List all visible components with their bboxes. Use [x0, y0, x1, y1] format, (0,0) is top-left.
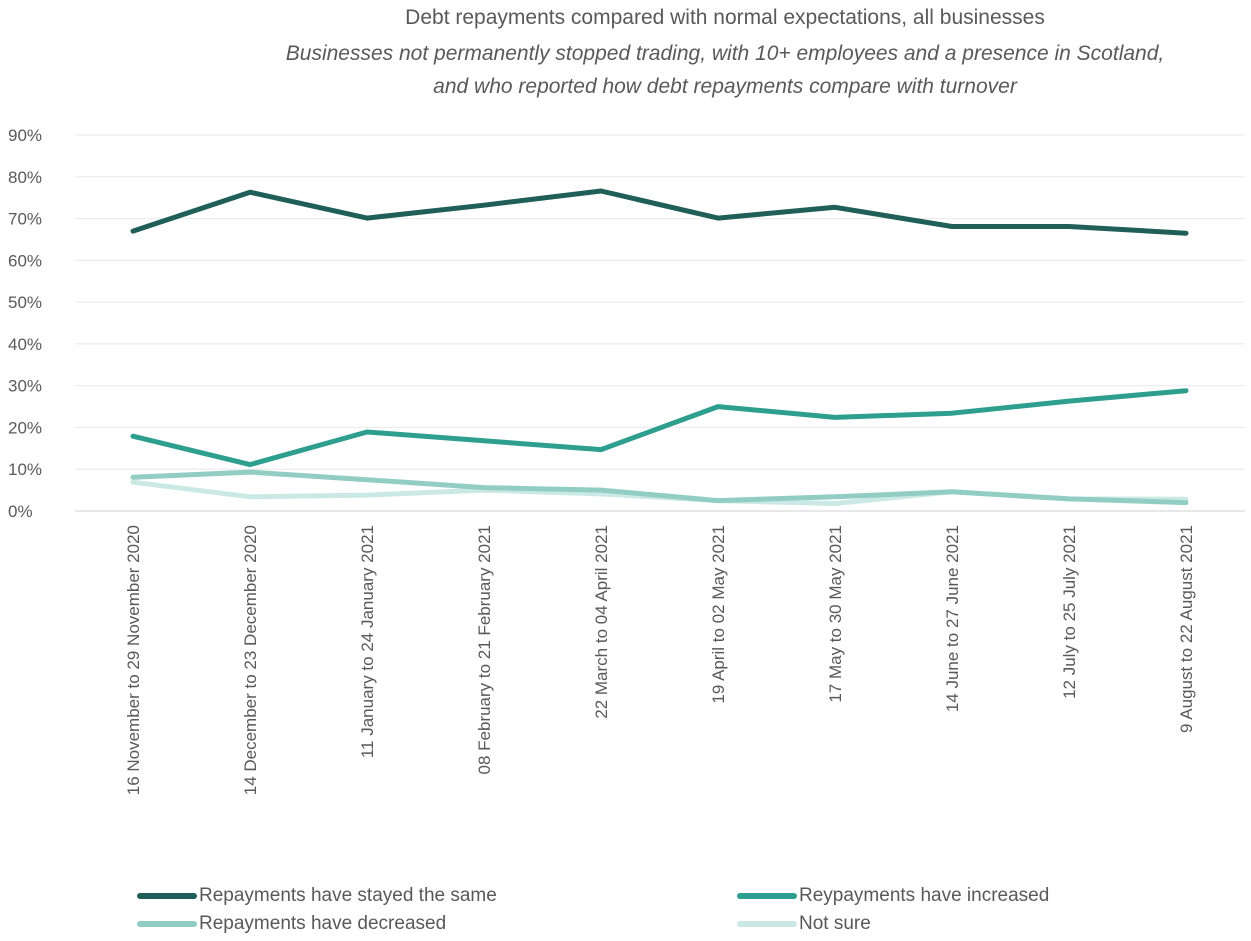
x-tick-label: 17 May to 30 May 2021: [826, 525, 845, 703]
x-tick-label: 19 April to 02 May 2021: [709, 525, 728, 704]
legend-item-increased: Reypayments have increased: [737, 885, 1049, 907]
x-tick-label: 14 June to 27 June 2021: [943, 525, 962, 712]
series-line-0: [130, 188, 1189, 236]
line-chart: 0% 10% 20% 30% 40% 50% 60% 70% 80% 90% 16 Novembe…: [8, 126, 1245, 795]
legend-swatch-decreased: [137, 921, 197, 927]
y-tick-label: 0%: [8, 502, 33, 521]
chart-title: Debt repayments compared with normal exp…: [405, 6, 1045, 29]
x-tick-label: 14 December to 23 December 2020: [241, 525, 260, 795]
legend-label-not-sure: Not sure: [799, 913, 871, 934]
series-line-2: [130, 469, 1189, 506]
legend-swatch-stayed-same: [137, 893, 197, 899]
legend-label-decreased: Repayments have decreased: [199, 913, 447, 934]
y-tick-label: 90%: [8, 126, 42, 145]
chart-subtitle-line-1: Businesses not permanently stopped tradi…: [285, 42, 1165, 65]
y-axis-tick-labels: 0% 10% 20% 30% 40% 50% 60% 70% 80% 90%: [8, 126, 42, 521]
legend-label-increased: Reypayments have increased: [799, 885, 1050, 906]
series-line-1: [130, 388, 1189, 468]
legend-item-stayed-same: Repayments have stayed the same: [137, 885, 497, 907]
x-tick-label: 22 March to 04 April 2021: [592, 525, 611, 719]
y-tick-label: 60%: [8, 251, 42, 270]
y-tick-label: 80%: [8, 168, 42, 187]
chart-subtitle-line-2: and who reported how debt repayments com…: [433, 75, 1017, 98]
y-tick-label: 40%: [8, 335, 42, 354]
series-lines: [130, 188, 1189, 506]
y-tick-label: 70%: [8, 210, 42, 229]
y-tick-label: 10%: [8, 460, 42, 479]
gridlines: [75, 134, 1245, 512]
x-tick-label: 16 November to 29 November 2020: [124, 525, 143, 795]
chart-legend: Repayments have stayed the same Reypayme…: [0, 885, 1251, 941]
y-tick-label: 50%: [8, 293, 42, 312]
x-tick-label: 12 July to 25 July 2021: [1060, 525, 1079, 699]
legend-item-not-sure: Not sure: [737, 913, 871, 935]
x-tick-label: 11 January to 24 January 2021: [358, 525, 377, 758]
legend-swatch-increased: [737, 893, 797, 899]
legend-swatch-not-sure: [737, 921, 797, 927]
legend-label-stayed-same: Repayments have stayed the same: [199, 885, 497, 906]
y-tick-label: 30%: [8, 377, 42, 396]
legend-item-decreased: Repayments have decreased: [137, 913, 446, 935]
x-tick-label: 08 February to 21 February 2021: [475, 525, 494, 774]
x-axis-tick-labels: 16 November to 29 November 2020 14 Decemb…: [124, 525, 1196, 795]
x-tick-label: 9 August to 22 August 2021: [1177, 525, 1196, 733]
y-tick-label: 20%: [8, 418, 42, 437]
